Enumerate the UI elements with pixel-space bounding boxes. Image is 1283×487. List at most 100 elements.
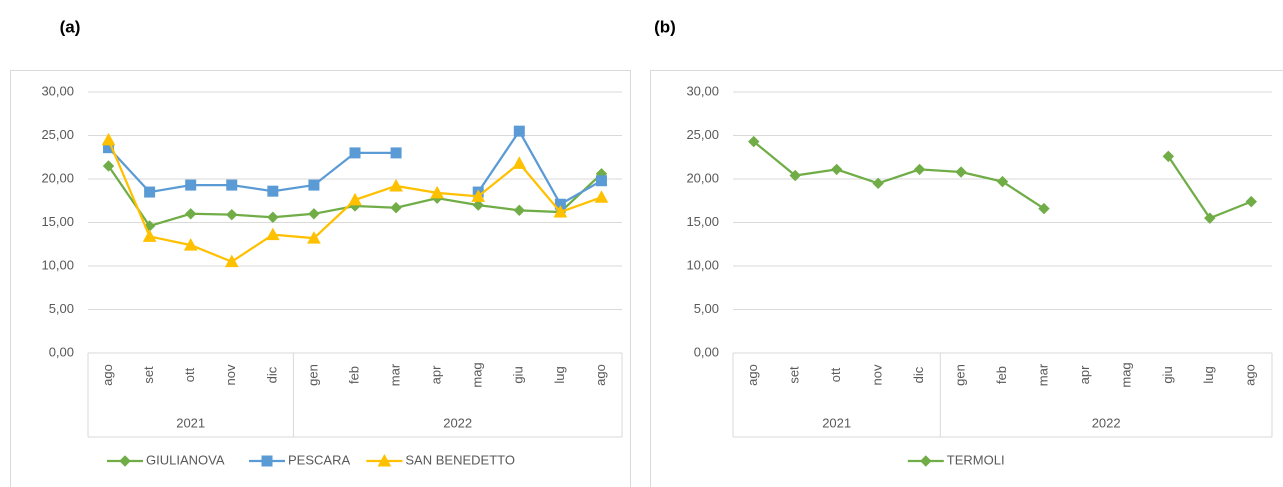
data-point [390,202,402,214]
group-label: 2022 [443,415,472,430]
data-point [996,175,1009,188]
legend-marker [377,453,392,467]
group-label: 2021 [176,415,205,430]
y-tick-label: 25,00 [686,127,719,142]
y-tick-label: 0,00 [694,344,719,359]
data-point [267,185,279,197]
data-point [348,192,362,206]
data-point [594,190,609,203]
data-point [430,185,444,199]
x-tick-label: gen [952,364,967,386]
data-point [955,166,967,178]
y-tick-label: 30,00 [686,83,719,98]
data-point [224,254,239,268]
data-point [185,179,197,191]
data-point [349,147,361,159]
x-tick-label: mag [470,362,485,387]
data-point [830,163,843,176]
data-point [266,227,280,241]
data-point [472,199,484,211]
x-tick-label: gen [305,364,320,386]
legend-marker [119,455,131,467]
y-tick-label: 10,00 [41,257,74,272]
data-point [308,208,320,220]
data-point [308,179,320,191]
y-tick-label: 5,00 [694,301,719,316]
x-tick-label: feb [994,366,1009,384]
x-tick-label: ott [182,367,197,382]
data-point [307,231,321,244]
x-tick-label: lug [1201,366,1216,383]
x-tick-label: dic [911,366,926,383]
x-tick-label: mag [1118,362,1133,387]
x-tick-label: mar [388,363,403,386]
y-tick-label: 10,00 [686,257,719,272]
y-tick-label: 20,00 [41,170,74,185]
x-tick-label: feb [346,366,361,384]
panel-label: (b) [654,17,676,36]
y-tick-label: 15,00 [41,214,74,229]
data-point [513,204,526,217]
data-point [471,189,486,202]
data-point [1162,150,1175,163]
data-point [789,169,801,182]
data-point [513,125,525,137]
series-line [753,140,1045,210]
data-point [267,211,279,223]
x-tick-label: ago [100,364,115,386]
x-tick-label: apr [1077,365,1092,384]
series-line [1167,155,1252,220]
x-tick-label: ago [593,364,608,386]
data-point [1038,202,1050,215]
data-point [512,156,527,169]
x-tick-label: set [787,366,802,384]
x-tick-label: giu [511,366,526,383]
x-tick-label: set [141,366,156,384]
data-point [913,163,926,176]
data-point [226,179,238,191]
x-tick-label: nov [223,364,238,385]
data-point [102,160,115,172]
x-tick-label: giu [1160,366,1175,383]
x-tick-label: nov [870,364,885,385]
series-line [477,129,603,206]
chart-frame [10,70,631,487]
data-point [101,132,116,146]
data-point [553,205,568,218]
data-point [390,147,402,159]
data-point [183,238,198,251]
y-tick-label: 25,00 [41,127,74,142]
data-point [389,178,403,192]
data-point [872,177,884,190]
panel-label: (a) [60,17,81,36]
legend-label: SAN BENEDETTO [405,452,515,467]
group-label: 2022 [1092,415,1121,430]
y-tick-label: 15,00 [686,214,719,229]
x-tick-label: dic [264,366,279,383]
y-tick-label: 0,00 [49,344,74,359]
x-tick-label: ago [745,364,760,386]
x-tick-label: lug [552,366,567,383]
legend-marker [261,455,273,467]
legend-label: GIULIANOVA [146,452,225,467]
data-point [142,229,157,242]
legend-marker [920,455,932,467]
data-point [595,175,607,187]
group-label: 2021 [822,415,851,430]
x-tick-label: ago [1243,364,1258,386]
series-line [107,146,397,194]
y-tick-label: 20,00 [686,170,719,185]
y-tick-label: 30,00 [41,83,74,98]
chart-frame [650,70,1283,487]
data-point [144,186,156,198]
x-tick-label: mar [1035,363,1050,386]
data-point [184,208,197,220]
data-point [1245,195,1257,208]
data-point [1204,212,1216,224]
y-tick-label: 5,00 [49,301,74,316]
x-tick-label: ott [828,367,843,382]
data-point [748,135,760,148]
legend-label: TERMOLI [947,452,1005,467]
data-point [226,208,238,221]
